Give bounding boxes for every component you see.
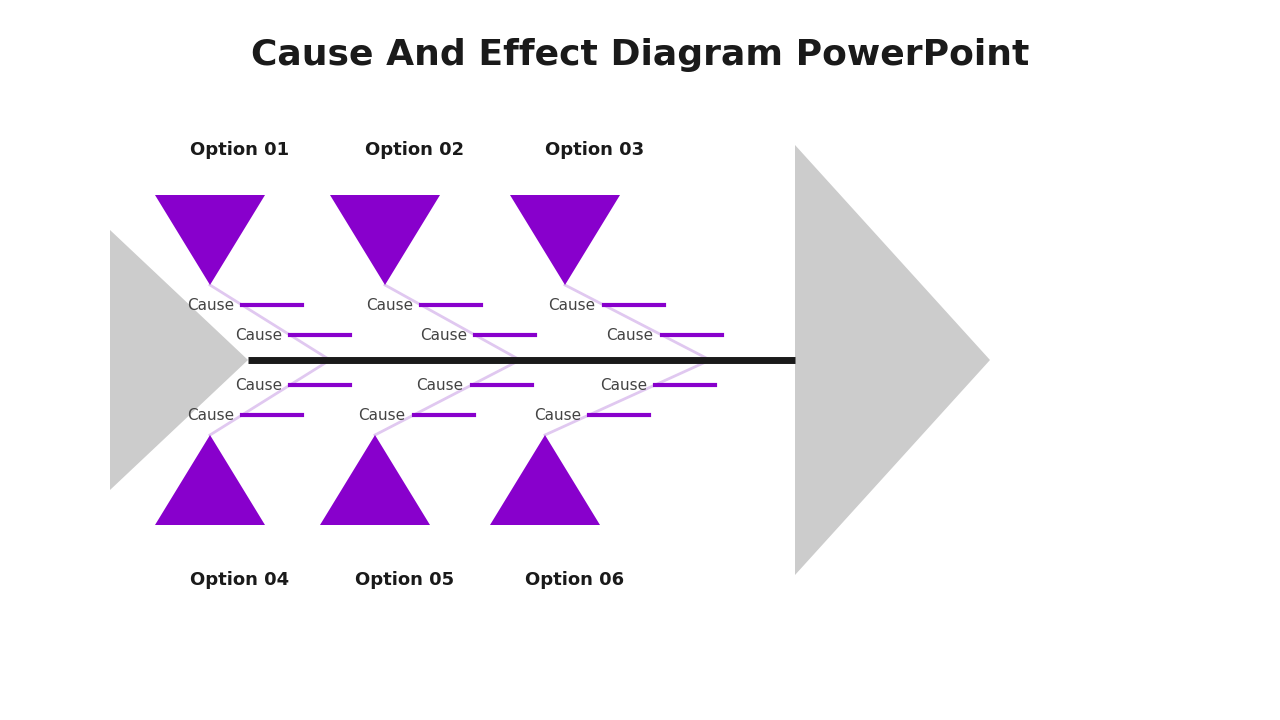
Text: Cause: Cause <box>358 408 406 423</box>
Text: Option 06: Option 06 <box>525 571 625 589</box>
Text: Cause: Cause <box>234 377 282 392</box>
Polygon shape <box>110 230 248 490</box>
Text: Cause: Cause <box>366 297 413 312</box>
Polygon shape <box>509 195 620 285</box>
Text: Cause: Cause <box>416 377 463 392</box>
Text: Cause: Cause <box>234 328 282 343</box>
Polygon shape <box>155 195 265 285</box>
Text: Cause: Cause <box>187 297 234 312</box>
Text: Cause And Effect Diagram PowerPoint: Cause And Effect Diagram PowerPoint <box>251 38 1029 72</box>
Polygon shape <box>320 435 430 525</box>
Text: Cause: Cause <box>600 377 646 392</box>
Text: Cause: Cause <box>549 297 595 312</box>
Text: Cause: Cause <box>420 328 467 343</box>
Polygon shape <box>155 435 265 525</box>
Polygon shape <box>490 435 600 525</box>
Text: Option 04: Option 04 <box>189 571 289 589</box>
Text: Cause: Cause <box>187 408 234 423</box>
Polygon shape <box>330 195 440 285</box>
Text: Cause: Cause <box>534 408 581 423</box>
Text: Option 02: Option 02 <box>365 141 465 159</box>
Text: Option 05: Option 05 <box>355 571 454 589</box>
Text: Option 03: Option 03 <box>545 141 644 159</box>
Text: Option 01: Option 01 <box>189 141 289 159</box>
Polygon shape <box>795 145 989 575</box>
Text: Cause: Cause <box>607 328 654 343</box>
